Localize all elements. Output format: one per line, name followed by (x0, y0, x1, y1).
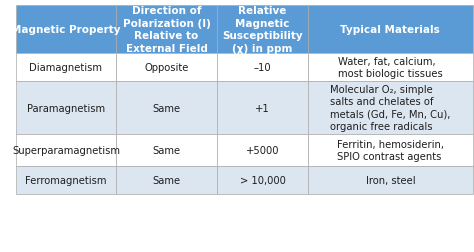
Bar (116, 134, 217, 166)
Text: Same: Same (153, 175, 181, 185)
Bar (217, 134, 308, 166)
Text: Diamagnetism: Diamagnetism (29, 63, 102, 73)
Text: Opposite: Opposite (144, 63, 189, 73)
Bar (16, 54, 116, 82)
Bar (16, 6, 116, 54)
Bar (308, 54, 473, 82)
Text: Typical Materials: Typical Materials (340, 25, 440, 35)
Text: Same: Same (153, 103, 181, 113)
Bar (308, 166, 473, 194)
Bar (308, 6, 473, 54)
Text: +1: +1 (255, 103, 270, 113)
Text: Magnetic Property: Magnetic Property (11, 25, 121, 35)
Bar (116, 54, 217, 82)
Text: Water, fat, calcium,
most biologic tissues: Water, fat, calcium, most biologic tissu… (338, 57, 443, 79)
Text: > 10,000: > 10,000 (239, 175, 285, 185)
Text: Superparamagnetism: Superparamagnetism (12, 145, 120, 155)
Bar (217, 166, 308, 194)
Bar (217, 54, 308, 82)
Bar (16, 82, 116, 134)
Text: +5000: +5000 (246, 145, 279, 155)
Text: Relative
Magnetic
Susceptibility
(χ) in ppm: Relative Magnetic Susceptibility (χ) in … (222, 6, 303, 53)
Bar (217, 6, 308, 54)
Bar (16, 134, 116, 166)
Text: Same: Same (153, 145, 181, 155)
Bar (116, 82, 217, 134)
Text: Paramagnetism: Paramagnetism (27, 103, 105, 113)
Bar (116, 6, 217, 54)
Text: Ferromagnetism: Ferromagnetism (25, 175, 107, 185)
Bar (308, 82, 473, 134)
Bar (217, 82, 308, 134)
Bar (116, 166, 217, 194)
Text: –10: –10 (254, 63, 271, 73)
Text: Iron, steel: Iron, steel (365, 175, 415, 185)
Text: Molecular O₂, simple
salts and chelates of
metals (Gd, Fe, Mn, Cu),
organic free: Molecular O₂, simple salts and chelates … (330, 85, 451, 132)
Text: Direction of
Polarization (I)
Relative to
External Field: Direction of Polarization (I) Relative t… (123, 6, 210, 53)
Text: Ferritin, hemosiderin,
SPIO contrast agents: Ferritin, hemosiderin, SPIO contrast age… (337, 139, 444, 162)
Bar (308, 134, 473, 166)
Bar (16, 166, 116, 194)
